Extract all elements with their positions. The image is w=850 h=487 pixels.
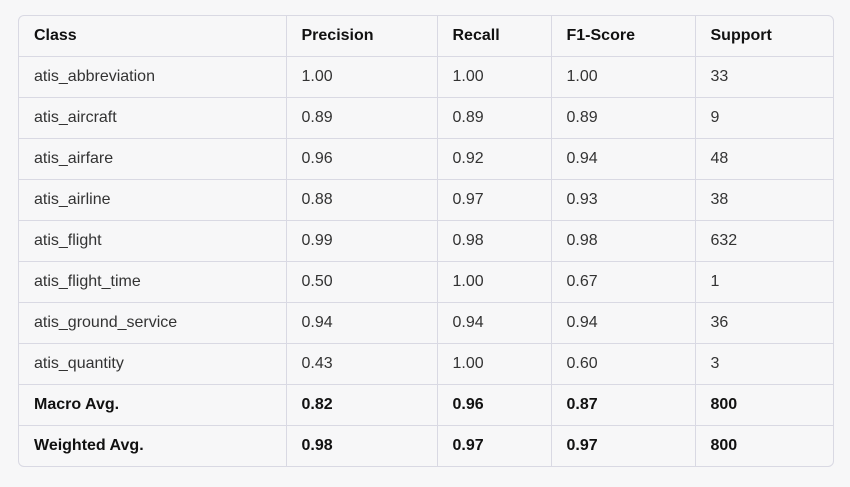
cell-precision: 0.99: [286, 220, 438, 262]
cell-support: 800: [710, 437, 738, 454]
cell-f1-score: 0.94: [551, 138, 696, 180]
cell-support: 1: [695, 261, 833, 303]
cell-recall: 0.89: [437, 97, 552, 139]
cell-recall: 0.94: [437, 302, 552, 344]
cell-class: Macro Avg.: [19, 384, 287, 426]
cell-f1-score: 0.93: [551, 179, 696, 221]
cell-class: atis_aircraft: [19, 97, 287, 139]
cell-support: 48: [695, 138, 833, 180]
cell-precision: 0.94: [286, 302, 438, 344]
cell-precision: 1.00: [286, 56, 438, 98]
cell-support: 33: [695, 56, 833, 98]
cell-recall: 1.00: [437, 343, 552, 385]
table-row: atis_airline 0.88 0.97 0.93 38: [19, 179, 833, 221]
cell-f1-score: 0.67: [551, 261, 696, 303]
cell-f1-score: 1.00: [551, 56, 696, 98]
table-row: atis_abbreviation 1.00 1.00 1.00 33: [19, 56, 833, 98]
cell-precision: 0.96: [286, 138, 438, 180]
cell-class: atis_abbreviation: [19, 56, 287, 98]
cell-class: atis_ground_service: [19, 302, 287, 344]
cell-recall: 0.96: [437, 384, 552, 426]
header-f1-score: F1-Score: [551, 16, 696, 57]
cell-f1-score: 0.97: [551, 425, 696, 466]
header-support: Support: [695, 16, 833, 57]
weighted-avg-row: Weighted Avg. 0.98 0.97 0.97 800: [19, 425, 833, 466]
cell-precision: 0.89: [286, 97, 438, 139]
cell-support: 800: [695, 384, 833, 426]
table-row: atis_flight_time 0.50 1.00 0.67 1: [19, 261, 833, 303]
cell-support: 36: [695, 302, 833, 344]
cell-recall: 0.98: [437, 220, 552, 262]
cell-recall: 0.92: [437, 138, 552, 180]
cell-support: 632: [695, 220, 833, 262]
cell-class: Weighted Avg.: [19, 425, 287, 466]
cell-f1-score: 0.60: [551, 343, 696, 385]
cell-recall: 0.97: [437, 425, 552, 466]
header-recall: Recall: [437, 16, 552, 57]
header-class: Class: [19, 16, 287, 57]
cell-support: 3: [695, 343, 833, 385]
table-row: atis_aircraft 0.89 0.89 0.89 9: [19, 97, 833, 139]
cell-precision: 0.43: [286, 343, 438, 385]
cell-precision: 0.82: [286, 384, 438, 426]
macro-avg-row: Macro Avg. 0.82 0.96 0.87 800: [19, 384, 833, 426]
cell-support: 38: [695, 179, 833, 221]
cell-f1-score: 0.89: [551, 97, 696, 139]
metrics-table-container: Class Precision Recall F1-Score Support …: [18, 15, 834, 467]
table-row: atis_quantity 0.43 1.00 0.60 3: [19, 343, 833, 385]
table-header-row: Class Precision Recall F1-Score Support: [19, 16, 833, 57]
cell-f1-score: 0.94: [551, 302, 696, 344]
cell-class: atis_flight_time: [19, 261, 287, 303]
cell-class: atis_airfare: [19, 138, 287, 180]
cell-precision: 0.50: [286, 261, 438, 303]
cell-recall: 0.97: [437, 179, 552, 221]
classification-report-table: Class Precision Recall F1-Score Support …: [19, 16, 833, 466]
table-row: atis_ground_service 0.94 0.94 0.94 36: [19, 302, 833, 344]
table-row: atis_airfare 0.96 0.92 0.94 48: [19, 138, 833, 180]
cell-recall: 1.00: [437, 56, 552, 98]
cell-f1-score: 0.87: [551, 384, 696, 426]
cell-f1-score: 0.98: [551, 220, 696, 262]
cell-recall: 1.00: [437, 261, 552, 303]
cell-class: atis_flight: [19, 220, 287, 262]
cell-class: atis_quantity: [19, 343, 287, 385]
header-precision: Precision: [286, 16, 438, 57]
cell-precision: 0.98: [286, 425, 438, 466]
cell-class: atis_airline: [19, 179, 287, 221]
table-row: atis_flight 0.99 0.98 0.98 632: [19, 220, 833, 262]
cell-support: 9: [695, 97, 833, 139]
cell-precision: 0.88: [286, 179, 438, 221]
